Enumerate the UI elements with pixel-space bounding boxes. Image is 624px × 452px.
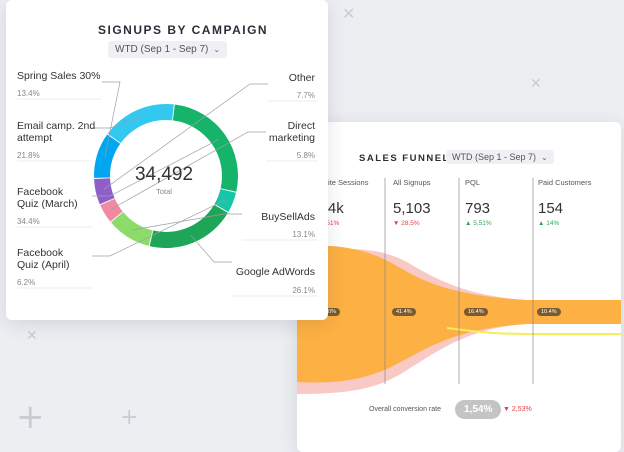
signups-card-title: SIGNUPS BY CAMPAIGN: [98, 23, 269, 37]
overall-conversion-label: Overall conversion rate: [369, 406, 441, 413]
chevron-down-icon: ⌄: [213, 45, 221, 54]
funnel-card-title: SALES FUNNEL: [359, 153, 450, 164]
background-plus-mark: +: [120, 405, 139, 430]
chevron-down-icon: ⌄: [541, 153, 548, 162]
funnel-stage-paid-customers: Paid Customers 154 ▲ 14%: [538, 178, 598, 227]
segment-pct-spring-sales: 13.4%: [17, 89, 40, 98]
donut-total-label: Total: [156, 187, 172, 196]
donut-leader-line: [131, 213, 242, 231]
funnel-stage-name: Website Sessions: [309, 178, 369, 187]
donut-leader-line: [92, 116, 141, 129]
segment-label-spring-sales: Spring Sales 30%: [17, 70, 101, 82]
overall-conversion-value: 1,54%: [455, 400, 502, 419]
segment-pct-direct-marketing: 5.8%: [296, 151, 315, 160]
donut-segment: [110, 212, 153, 246]
background-cross-mark: ✕: [26, 328, 38, 344]
segment-label-google-adwords: Google AdWords: [235, 266, 315, 278]
signups-date-range-dropdown[interactable]: WTD (Sep 1 - Sep 7) ⌄: [108, 41, 228, 58]
segment-label-buysellads: BuySellAds: [261, 211, 315, 223]
funnel-stage-delta: ▼ 28,5%: [393, 220, 420, 227]
background-cross-mark: ✕: [530, 76, 542, 92]
background-cross-mark: ✕: [342, 4, 356, 23]
funnel-stage-name: Paid Customers: [538, 178, 592, 187]
signups-date-range-value: WTD (Sep 1 - Sep 7): [115, 44, 209, 55]
funnel-stage-badge: 60%: [321, 308, 341, 316]
segment-pct-facebook-quiz-march: 34.4%: [17, 217, 40, 226]
donut-segment: [94, 134, 121, 178]
funnel-stage-delta: ▲ 5,51%: [465, 220, 492, 227]
funnel-chart: [297, 178, 621, 394]
donut-segment: [172, 104, 238, 192]
donut-leader-line: [111, 131, 266, 210]
funnel-date-range-value: WTD (Sep 1 - Sep 7): [452, 152, 537, 162]
signups-by-campaign-card: SIGNUPS BY CAMPAIGN WTD (Sep 1 - Sep 7) ⌄…: [6, 0, 328, 320]
funnel-stage-value: 154: [538, 200, 564, 217]
signups-donut-chart: [17, 81, 318, 297]
segment-pct-facebook-quiz-april: 6.2%: [17, 278, 36, 287]
segment-label-other: Other: [288, 72, 315, 84]
funnel-stage-pql: PQL 793 ▲ 5,51%: [465, 178, 535, 227]
sales-funnel-card: SALES FUNNEL WTD (Sep 1 - Sep 7) ⌄ Websit…: [297, 122, 621, 452]
funnel-highlight-line: [446, 327, 621, 335]
funnel-stage-name: PQL: [465, 178, 481, 187]
segment-pct-other: 7.7%: [296, 91, 315, 100]
funnel-stage-badge: 10.4%: [537, 308, 561, 316]
donut-leader-line: [92, 139, 219, 197]
donut-segment: [100, 198, 123, 222]
funnel-stage-delta: ▲ 14%: [538, 220, 560, 227]
donut-leader-line: [102, 81, 121, 158]
segment-pct-email-camp: 21.8%: [17, 151, 40, 160]
funnel-stage-badge: 41.4%: [392, 308, 416, 316]
segment-label-email-camp: Email camp. 2nd attempt: [17, 120, 96, 144]
funnel-stage-all-signups: All Signups 5,103 ▼ 28,5%: [393, 178, 463, 227]
donut-leader-line: [103, 83, 268, 190]
donut-segment: [149, 204, 228, 249]
donut-leader-line: [92, 199, 226, 257]
funnel-stage-value: 793: [465, 200, 491, 217]
funnel-stage-name: All Signups: [393, 178, 431, 187]
donut-segment: [94, 178, 115, 205]
donut-leader-line: [190, 234, 232, 263]
segment-label-facebook-quiz-april: Facebook Quiz (April): [17, 247, 70, 271]
funnel-stage-badge: 16.4%: [464, 308, 488, 316]
donut-segment: [107, 104, 174, 144]
overall-conversion-delta: ▼ 2,53%: [503, 406, 532, 413]
funnel-stage-value: 5,103: [393, 200, 431, 217]
segment-pct-google-adwords: 26.1%: [292, 286, 315, 295]
funnel-date-range-dropdown[interactable]: WTD (Sep 1 - Sep 7) ⌄: [446, 150, 554, 164]
donut-segment: [214, 189, 237, 213]
background-plus-mark: +: [16, 397, 45, 437]
segment-label-facebook-quiz-march: Facebook Quiz (March): [17, 186, 78, 210]
donut-total-value: 34,492: [134, 164, 194, 185]
segment-label-direct-marketing: Direct marketing: [268, 120, 315, 144]
segment-pct-buysellads: 13.1%: [292, 230, 315, 239]
